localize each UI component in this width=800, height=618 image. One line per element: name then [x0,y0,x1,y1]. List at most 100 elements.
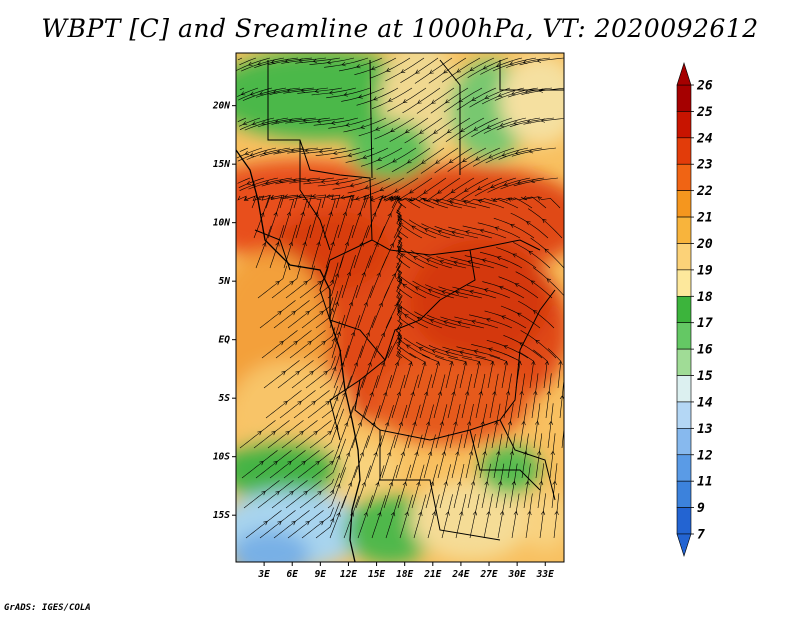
streamline [237,57,243,61]
streamline [317,321,341,359]
streamline [469,493,480,539]
streamline [391,374,406,419]
streamline-arrow [429,318,435,323]
streamline [461,373,472,419]
streamline-arrow [273,211,278,217]
streamline [510,212,549,239]
streamline-arrow [364,185,370,190]
streamline-arrow [488,347,493,352]
streamline-arrow [240,91,246,96]
streamline [475,356,494,389]
streamline [396,327,417,359]
streamline-arrow [451,230,456,235]
streamline [461,357,480,389]
colorbar-label: 26 [696,79,713,94]
streamline-arrow [495,63,501,68]
streamline-arrow [336,483,341,489]
streamline-arrow [490,360,495,366]
streamline [437,434,450,479]
streamline-arrow [348,482,353,487]
streamline [240,57,285,72]
streamline [397,300,429,329]
streamline [311,87,357,96]
streamline-arrow [358,94,363,99]
streamline-arrow [328,90,334,95]
streamline [239,147,249,152]
streamline [339,435,356,479]
streamline-arrow [431,511,437,516]
streamline-arrow [501,315,506,320]
streamline [413,494,427,539]
streamline-arrow [302,241,307,247]
streamline-arrow [383,391,388,397]
streamline-arrow [243,197,249,201]
streamline-arrow [448,158,454,164]
streamline [361,345,378,389]
streamline-arrow [285,431,290,436]
colorbar-top-arrow [676,62,692,86]
streamline [259,147,305,157]
streamline [493,433,503,479]
streamline [376,147,417,170]
streamline [381,195,399,209]
streamline [447,147,487,172]
lon-tick-label: 9E [315,569,327,580]
streamline-arrow [394,303,399,308]
streamline-arrow [494,226,500,231]
streamline-arrow [283,401,288,406]
streamline-arrow [286,211,291,217]
streamline [451,434,463,479]
streamline [332,177,377,190]
streamline-arrow [307,341,312,346]
streamline [341,87,385,102]
streamline-arrow [346,452,351,457]
streamline [309,198,322,239]
streamline [503,335,543,359]
streamline [270,194,299,209]
streamline-arrow [298,58,303,63]
streamline-arrow [550,450,555,456]
streamline [428,57,467,84]
streamline [425,464,438,509]
colorbar-segment [676,348,692,376]
streamline [509,463,518,509]
streamline [365,195,383,239]
streamline [277,360,314,389]
streamline-arrow [394,361,400,367]
streamline-arrow [330,120,336,125]
streamline-arrow [404,129,410,134]
streamline [269,225,285,269]
streamline [487,177,531,193]
streamline [396,296,415,329]
streamline-arrow [439,259,444,265]
streamline [454,316,499,329]
streamline-arrow [446,129,452,134]
streamline [238,177,265,188]
streamline-arrow [313,431,318,436]
streamline [383,464,398,509]
streamline [237,177,251,184]
streamline-arrow [396,275,400,281]
streamline-arrow [528,149,534,154]
streamline [289,330,326,359]
streamline-arrow [437,229,442,234]
streamline [367,226,385,269]
streamline [414,311,457,329]
streamline [505,403,514,449]
streamline [354,57,397,75]
streamline [294,194,327,209]
streamline [462,225,507,239]
streamline-arrow [396,340,400,346]
colorbar-segment [676,137,692,165]
streamline [305,355,336,389]
streamline-arrow [406,159,412,164]
streamline-arrow [242,121,248,126]
streamline-arrow [249,152,255,157]
streamline-arrow [453,421,458,426]
streamline [396,209,423,239]
streamline-arrow [375,481,380,487]
streamline [402,87,441,114]
lat-tick-label: 20N [212,101,230,112]
streamline-arrow [534,420,540,426]
streamline [369,465,385,509]
